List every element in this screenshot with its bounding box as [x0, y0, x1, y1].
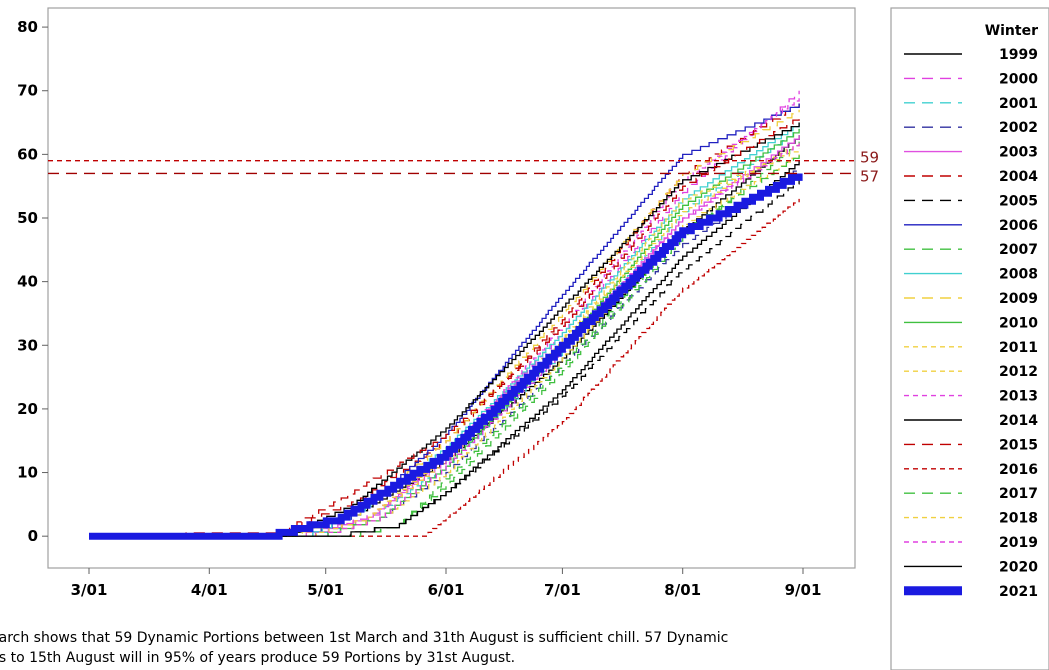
series-line-2010 — [89, 128, 800, 537]
legend-label-2006: 2006 — [999, 218, 1038, 234]
legend-label-2004: 2004 — [999, 169, 1038, 185]
legend-label-2003: 2003 — [999, 145, 1038, 161]
y-tick-label: 60 — [17, 145, 38, 163]
series-line-2012 — [89, 154, 800, 537]
legend-label-2007: 2007 — [999, 242, 1038, 258]
legend-label-2020: 2020 — [999, 559, 1038, 575]
reference-label-59: 59 — [860, 149, 879, 167]
legend-label-2001: 2001 — [999, 96, 1038, 112]
series-line-2004 — [89, 103, 800, 537]
series-line-2007 — [89, 141, 800, 537]
legend-label-2021: 2021 — [999, 584, 1038, 600]
legend-label-2019: 2019 — [999, 535, 1038, 551]
series-line-2000 — [89, 90, 800, 537]
y-tick-label: 70 — [17, 82, 38, 100]
y-tick-label: 40 — [17, 273, 38, 291]
y-tick-label: 20 — [17, 400, 38, 418]
series-line-2014 — [89, 122, 800, 537]
series-line-2011 — [89, 148, 800, 537]
y-tick-label: 0 — [28, 527, 38, 545]
series-line-2016 — [89, 198, 800, 537]
series-line-2001 — [89, 128, 800, 537]
legend-label-2002: 2002 — [999, 120, 1038, 136]
legend-label-2011: 2011 — [999, 340, 1038, 356]
series-line-2002 — [89, 167, 800, 537]
y-axis: 0 10 20 30 40 50 60 70 80 — [17, 18, 48, 545]
legend-frame — [890, 7, 1049, 670]
legend-label-2013: 2013 — [999, 389, 1038, 405]
series-line-2021 — [89, 173, 803, 540]
reference-label-57: 57 — [860, 167, 879, 185]
legend-label-2008: 2008 — [999, 267, 1038, 283]
legend-label-2016: 2016 — [999, 462, 1038, 478]
y-tick-label: 10 — [17, 464, 38, 482]
chart-caption: earch shows that 59 Dynamic Portions bet… — [0, 630, 729, 666]
legend-title: Winter — [985, 23, 1038, 39]
legend-label-1999: 1999 — [999, 47, 1038, 63]
x-axis: 3/01 4/01 5/01 6/01 7/01 8/01 9/01 — [71, 568, 822, 599]
series-layer — [89, 90, 803, 540]
y-tick-label: 50 — [17, 209, 38, 227]
legend-label-2000: 2000 — [999, 71, 1038, 87]
series-line-2015 — [89, 116, 800, 537]
legend-label-2015: 2015 — [999, 437, 1038, 453]
legend-label-2010: 2010 — [999, 315, 1038, 331]
series-line-2018 — [89, 141, 800, 537]
legend-label-2018: 2018 — [999, 511, 1038, 527]
legend-label-2017: 2017 — [999, 486, 1038, 502]
x-tick-label: 4/01 — [191, 581, 228, 599]
x-tick-label: 6/01 — [428, 581, 465, 599]
plot-frame — [47, 7, 856, 569]
series-line-2017 — [89, 154, 800, 537]
legend-label-2005: 2005 — [999, 193, 1038, 209]
x-tick-label: 7/01 — [544, 581, 581, 599]
x-tick-label: 8/01 — [664, 581, 701, 599]
legend-label-2012: 2012 — [999, 364, 1038, 380]
y-tick-label: 80 — [17, 18, 38, 36]
legend: Winter 1999 2000 2001 2002 2003 2004 2005 2006 20… — [890, 7, 1049, 670]
x-tick-label: 9/01 — [785, 581, 822, 599]
y-tick-label: 30 — [17, 336, 38, 354]
series-line-2020 — [89, 160, 800, 537]
x-tick-label: 5/01 — [307, 581, 344, 599]
legend-label-2009: 2009 — [999, 291, 1038, 307]
x-tick-label: 3/01 — [71, 581, 108, 599]
plot-area — [47, 7, 856, 569]
legend-label-2014: 2014 — [999, 413, 1038, 429]
series-line-2009 — [89, 109, 800, 537]
series-line-2006 — [89, 103, 800, 537]
